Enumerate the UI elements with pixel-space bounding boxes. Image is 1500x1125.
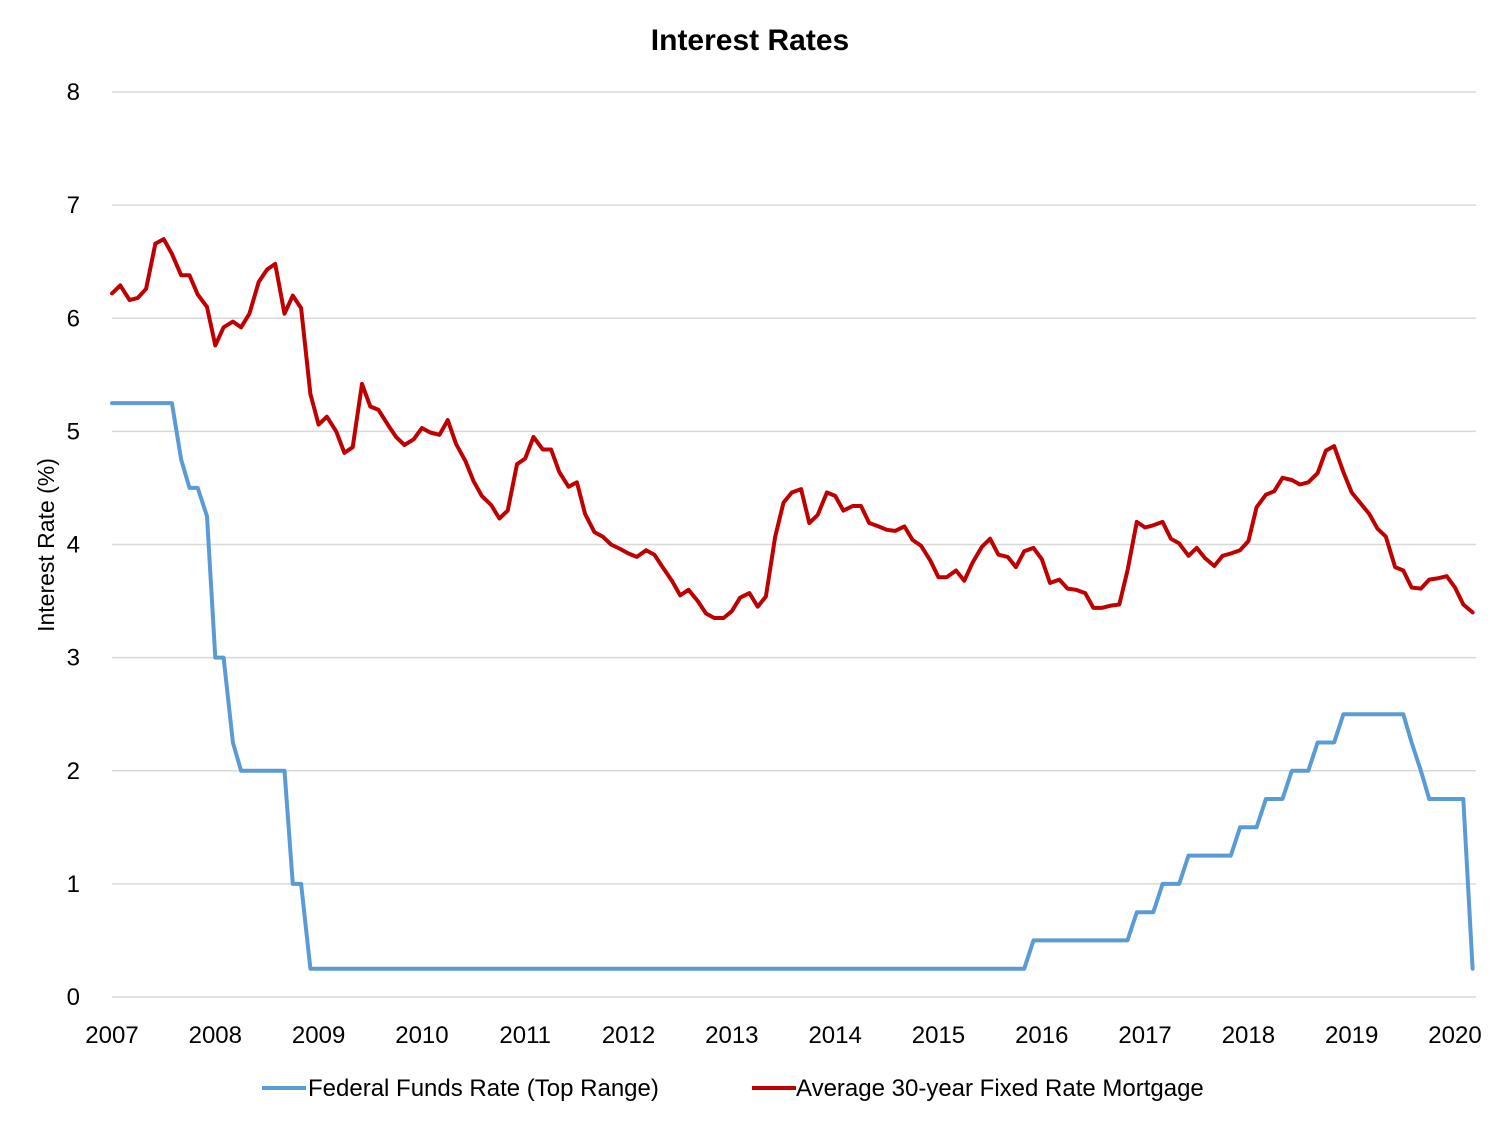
x-tick-label: 2010 — [395, 1022, 448, 1049]
y-tick-label: 7 — [67, 192, 80, 219]
series-line-federal-funds-rate — [110, 401, 1475, 971]
legend-label: Average 30-year Fixed Rate Mortgage — [796, 1075, 1204, 1102]
x-tick-label: 2015 — [912, 1022, 965, 1049]
y-tick-label: 4 — [67, 532, 80, 559]
y-tick-label: 3 — [67, 645, 80, 672]
x-tick-label: 2018 — [1222, 1022, 1275, 1049]
y-tick-label: 8 — [67, 79, 80, 106]
y-tick-label: 2 — [67, 758, 80, 785]
x-tick-label: 2007 — [85, 1022, 138, 1049]
x-tick-label: 2016 — [1015, 1022, 1068, 1049]
y-axis-ticks: 0 1 2 3 4 5 6 7 8 — [67, 79, 80, 1011]
legend-label: Federal Funds Rate (Top Range) — [308, 1075, 659, 1102]
gridlines — [112, 91, 1476, 998]
x-tick-label: 2009 — [292, 1022, 345, 1049]
legend: Federal Funds Rate (Top Range) Average 30… — [262, 1075, 1204, 1102]
chart-title: Interest Rates — [651, 24, 849, 57]
series-line-30yr-mortgage — [110, 237, 1475, 620]
y-tick-label: 5 — [67, 418, 80, 445]
x-tick-label: 2011 — [499, 1022, 551, 1049]
y-tick-label: 1 — [67, 871, 80, 898]
x-tick-label: 2020 — [1428, 1022, 1481, 1049]
y-tick-label: 6 — [67, 305, 80, 332]
x-tick-label: 2014 — [808, 1022, 861, 1049]
series-lines — [110, 237, 1475, 971]
x-tick-label: 2008 — [189, 1022, 242, 1049]
x-tick-label: 2019 — [1325, 1022, 1378, 1049]
x-tick-label: 2012 — [602, 1022, 655, 1049]
x-tick-label: 2013 — [705, 1022, 758, 1049]
x-axis-ticks: 2007 2008 2009 2010 2011 2012 2013 2014 2015 2016… — [85, 1022, 1481, 1049]
y-axis-title: Interest Rate (%) — [33, 458, 59, 632]
x-tick-label: 2017 — [1118, 1022, 1171, 1049]
y-tick-label: 0 — [67, 984, 80, 1011]
